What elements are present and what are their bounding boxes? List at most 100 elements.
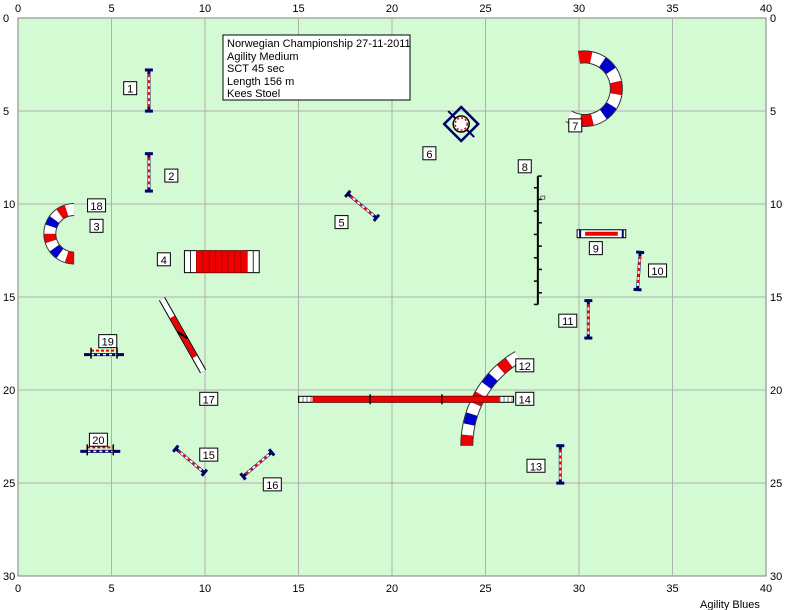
- tick-label-bottom: 15: [292, 583, 304, 595]
- jump-5: [344, 189, 381, 222]
- svg-text:18: 18: [90, 201, 102, 213]
- obstacle-number-17: 17: [199, 391, 219, 406]
- svg-text:9: 9: [593, 244, 599, 256]
- tick-label-bottom: 0: [15, 583, 21, 595]
- tick-label-top: 15: [292, 3, 304, 15]
- svg-text:8: 8: [522, 162, 528, 174]
- tick-label-right: 0: [770, 13, 776, 25]
- obstacle-number-11: 11: [558, 313, 578, 328]
- tick-label-left: 10: [3, 199, 15, 211]
- tick-label-bottom: 25: [479, 583, 491, 595]
- tick-label-left: 5: [3, 106, 9, 118]
- tick-label-top: 0: [15, 3, 21, 15]
- tick-label-right: 15: [770, 292, 782, 304]
- obstacle-number-13: 13: [526, 458, 546, 473]
- jump-1: [144, 68, 153, 113]
- svg-text:11: 11: [562, 316, 573, 328]
- tick-label-bottom: 40: [760, 583, 772, 595]
- weave-poles-8: [533, 175, 546, 306]
- obstacle-number-16: 16: [262, 477, 282, 492]
- jump-10: [633, 250, 645, 292]
- obstacle-number-12: 12: [515, 358, 535, 373]
- obstacle-number-20: 20: [88, 432, 108, 447]
- obstacle-number-8: 8: [517, 159, 532, 174]
- svg-text:5: 5: [338, 218, 344, 230]
- seesaw-17: [158, 297, 207, 374]
- svg-text:19: 19: [102, 337, 114, 349]
- tick-label-top: 30: [573, 3, 585, 15]
- long-jump-9: [576, 229, 627, 239]
- svg-text:16: 16: [266, 480, 278, 492]
- obstacle-number-9: 9: [588, 241, 603, 256]
- info-sct: SCT 45 sec: [227, 63, 285, 75]
- tick-label-left: 20: [3, 385, 15, 397]
- svg-text:12: 12: [519, 361, 531, 373]
- svg-text:6: 6: [426, 149, 432, 161]
- svg-text:20: 20: [92, 435, 104, 447]
- obstacle-number-6: 6: [422, 146, 437, 161]
- svg-text:17: 17: [203, 394, 215, 406]
- tick-label-left: 0: [3, 13, 9, 25]
- spread-jump-20: [80, 444, 121, 456]
- obstacle-number-7: 7: [568, 118, 583, 133]
- svg-text:2: 2: [168, 171, 174, 183]
- obstacle-number-1: 1: [123, 81, 138, 96]
- info-title: Norwegian Championship 27-11-2011: [227, 38, 411, 50]
- tick-label-top: 25: [479, 3, 491, 15]
- obstacle-number-2: 2: [164, 168, 179, 183]
- tick-label-left: 30: [3, 571, 15, 583]
- tick-label-bottom: 35: [666, 583, 678, 595]
- obstacle-number-14: 14: [515, 391, 535, 406]
- tick-label-left: 25: [3, 478, 15, 490]
- tyre-6: [442, 105, 480, 143]
- tick-label-right: 20: [770, 385, 782, 397]
- svg-text:13: 13: [530, 461, 542, 473]
- tick-label-right: 5: [770, 106, 776, 118]
- svg-text:4: 4: [161, 255, 167, 267]
- obstacle-number-19: 19: [98, 334, 118, 349]
- tick-label-top: 5: [108, 3, 114, 15]
- tick-label-right: 30: [770, 571, 782, 583]
- jump-13: [556, 444, 565, 485]
- tick-label-right: 10: [770, 199, 782, 211]
- tick-label-bottom: 30: [573, 583, 585, 595]
- a-frame-4: [183, 250, 260, 274]
- svg-text:3: 3: [93, 221, 99, 233]
- svg-text:15: 15: [203, 450, 215, 462]
- obstacle-number-10: 10: [648, 263, 668, 278]
- jump-15: [171, 444, 209, 477]
- tick-label-left: 15: [3, 292, 15, 304]
- tick-label-bottom: 10: [199, 583, 211, 595]
- obstacle-number-3: 3: [89, 218, 104, 233]
- brand-label: Agility Blues: [700, 599, 760, 610]
- obstacle-number-18: 18: [87, 198, 107, 213]
- obstacle-number-5: 5: [334, 215, 349, 230]
- jump-11: [584, 299, 593, 340]
- tick-label-top: 10: [199, 3, 211, 15]
- svg-text:14: 14: [519, 394, 531, 406]
- tunnel-3: [43, 202, 75, 265]
- tick-label-bottom: 5: [108, 583, 114, 595]
- field-grid: [18, 18, 766, 576]
- svg-text:1: 1: [127, 84, 133, 96]
- tick-label-top: 20: [386, 3, 398, 15]
- obstacle-number-15: 15: [199, 447, 219, 462]
- jump-2: [144, 152, 153, 193]
- info-box: Norwegian Championship 27-11-2011 Agilit…: [222, 34, 411, 101]
- svg-text:7: 7: [572, 121, 578, 133]
- jump-16: [239, 448, 276, 481]
- info-judge: Kees Stoel: [227, 88, 280, 100]
- tick-label-bottom: 20: [386, 583, 398, 595]
- info-length: Length 156 m: [227, 76, 294, 88]
- spread-jump-19: [84, 347, 125, 359]
- info-class: Agility Medium: [227, 51, 299, 63]
- tick-label-top: 35: [666, 3, 678, 15]
- tick-label-top: 40: [760, 3, 772, 15]
- svg-text:10: 10: [651, 266, 663, 278]
- tick-label-right: 25: [770, 478, 782, 490]
- dog-walk-14: [298, 394, 515, 405]
- obstacle-number-4: 4: [156, 252, 171, 267]
